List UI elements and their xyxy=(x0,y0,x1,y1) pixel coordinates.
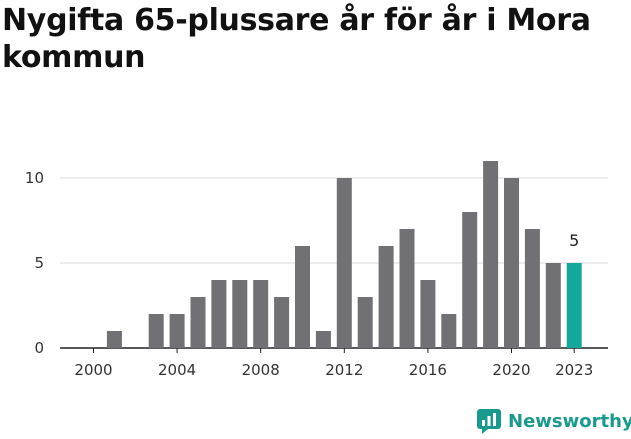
bar-2022 xyxy=(545,263,561,348)
bar-2003 xyxy=(148,314,164,348)
x-tick-label-2004: 2004 xyxy=(158,361,196,379)
x-tick-label-2008: 2008 xyxy=(242,361,280,379)
bar-2018 xyxy=(462,212,478,348)
y-tick-label-0: 0 xyxy=(34,339,44,357)
bar-2013 xyxy=(357,297,373,348)
bar-2020 xyxy=(504,178,519,348)
newsworthy-logo-icon xyxy=(477,409,501,434)
y-axis-ticks: 0 5 10 xyxy=(25,169,44,357)
bar-2016 xyxy=(420,280,436,348)
data-label-2023: 5 xyxy=(569,231,579,250)
x-axis-ticks: 2000 2004 2008 2012 2016 2020 2023 xyxy=(74,348,593,379)
x-tick-label-2020: 2020 xyxy=(492,361,530,379)
brand-logo: Newsworthy xyxy=(476,408,631,434)
bar-2006 xyxy=(211,280,227,348)
y-tick-label-10: 10 xyxy=(25,169,44,187)
bar-2019 xyxy=(483,161,499,348)
bar-2017 xyxy=(441,314,457,348)
bar-2007 xyxy=(232,280,248,348)
bar-2012 xyxy=(336,178,352,348)
brand-name: Newsworthy xyxy=(508,410,631,432)
data-labels: 5 xyxy=(569,231,579,250)
bar-2008 xyxy=(253,280,269,348)
bar-2014 xyxy=(378,246,394,348)
x-tick-label-2016: 2016 xyxy=(409,361,447,379)
bar-2004 xyxy=(169,314,185,348)
bar-2023 xyxy=(566,263,582,348)
bar-2010 xyxy=(295,246,310,348)
bar-2021 xyxy=(524,229,540,348)
chart-title: Nygifta 65-plussare år för år i Mora kom… xyxy=(2,3,591,75)
bar-2005 xyxy=(190,297,206,348)
bar-2011 xyxy=(315,331,331,348)
x-tick-label-2023: 2023 xyxy=(555,361,593,379)
y-tick-label-5: 5 xyxy=(34,254,44,272)
bars xyxy=(106,161,582,348)
bar-2001 xyxy=(106,331,122,348)
x-tick-label-2000: 2000 xyxy=(74,361,112,379)
bar-2015 xyxy=(399,229,415,348)
bar-2009 xyxy=(274,297,290,348)
x-tick-label-2012: 2012 xyxy=(325,361,363,379)
